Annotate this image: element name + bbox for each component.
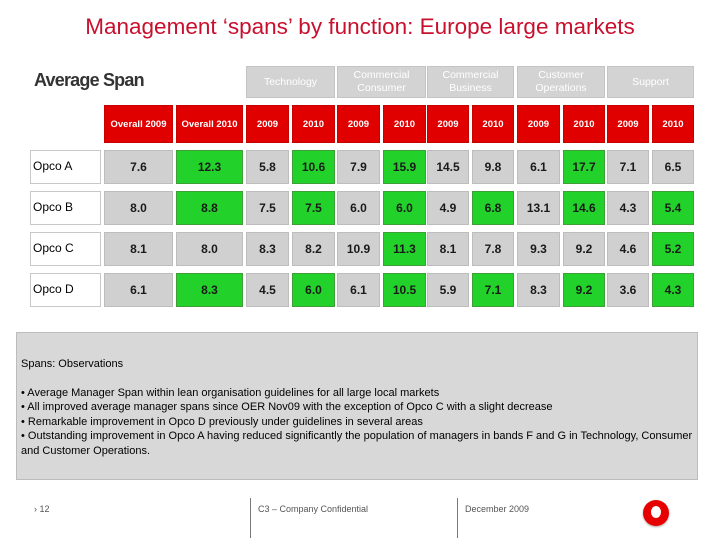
column-header: 2010	[652, 105, 694, 143]
table-cell: 6.1	[517, 150, 560, 184]
table-cell: 5.4	[652, 191, 694, 225]
table-cell: 7.5	[246, 191, 289, 225]
column-header: Overall 2010	[176, 105, 243, 143]
table-cell: 15.9	[383, 150, 426, 184]
table-cell: 7.9	[337, 150, 380, 184]
page-number: › 12	[34, 504, 50, 514]
page-title: Management ‘spans’ by function: Europe l…	[85, 14, 635, 39]
observation-bullet: • Remarkable improvement in Opco D previ…	[21, 415, 423, 428]
table-cell: 8.0	[104, 191, 173, 225]
table-cell: 8.3	[517, 273, 560, 307]
table-cell: 9.2	[563, 232, 605, 266]
table-cell: 4.6	[607, 232, 649, 266]
group-header-commercial-business: Commercial Business	[427, 66, 514, 98]
table-cell: 6.0	[337, 191, 380, 225]
column-header: Overall 2009	[104, 105, 173, 143]
table-cell: 13.1	[517, 191, 560, 225]
observation-bullet: • Average Manager Span within lean organ…	[21, 386, 440, 399]
vodafone-logo-icon	[643, 500, 669, 526]
table-cell: 8.0	[176, 232, 243, 266]
row-label-opco-d: Opco D	[30, 273, 101, 307]
table-cell: 6.0	[292, 273, 335, 307]
average-span-label: Average Span	[34, 70, 145, 90]
column-header: 2009	[517, 105, 560, 143]
column-header: 2009	[427, 105, 469, 143]
row-label-opco-b: Opco B	[30, 191, 101, 225]
table-cell: 6.8	[472, 191, 514, 225]
table-cell: 7.1	[607, 150, 649, 184]
table-cell: 8.8	[176, 191, 243, 225]
footer-date: December 2009	[465, 504, 530, 514]
table-cell: 7.8	[472, 232, 514, 266]
table-cell: 10.9	[337, 232, 380, 266]
group-header-support: Support	[607, 66, 694, 98]
observation-bullet: • All improved average manager spans sin…	[21, 401, 553, 413]
table-cell: 4.5	[246, 273, 289, 307]
table-cell: 12.3	[176, 150, 243, 184]
confidential-label: C3 – Company Confidential	[258, 504, 369, 514]
group-header-technology: Technology	[246, 66, 335, 98]
table-cell: 10.5	[383, 273, 426, 307]
table-cell: 6.5	[652, 150, 694, 184]
table-cell: 17.7	[563, 150, 605, 184]
table-cell: 4.9	[427, 191, 469, 225]
observations-box: Spans: Observations • Average Manager Sp…	[16, 332, 698, 480]
table-cell: 6.1	[337, 273, 380, 307]
row-label-opco-c: Opco C	[30, 232, 101, 266]
column-header: 2010	[383, 105, 426, 143]
footer-divider	[250, 498, 251, 538]
table-cell: 7.5	[292, 191, 335, 225]
observation-bullet: • Outstanding improvement in Opco A havi…	[21, 430, 693, 457]
table-cell: 8.1	[427, 232, 469, 266]
table-cell: 5.9	[427, 273, 469, 307]
table-cell: 7.6	[104, 150, 173, 184]
table-cell: 6.1	[104, 273, 173, 307]
table-cell: 14.5	[427, 150, 469, 184]
column-header: 2009	[246, 105, 289, 143]
column-header: 2010	[292, 105, 335, 143]
footer-divider	[457, 498, 458, 538]
table-cell: 9.2	[563, 273, 605, 307]
group-header-customer-operations: Customer Operations	[517, 66, 605, 98]
table-cell: 9.3	[517, 232, 560, 266]
column-header: 2010	[472, 105, 514, 143]
table-cell: 8.3	[246, 232, 289, 266]
table-cell: 9.8	[472, 150, 514, 184]
table-cell: 8.1	[104, 232, 173, 266]
table-cell: 14.6	[563, 191, 605, 225]
table-cell: 5.2	[652, 232, 694, 266]
column-header: 2010	[563, 105, 605, 143]
table-cell: 5.8	[246, 150, 289, 184]
table-cell: 4.3	[652, 273, 694, 307]
column-header: 2009	[607, 105, 649, 143]
table-cell: 3.6	[607, 273, 649, 307]
group-header-commercial-consumer: Commercial Consumer	[337, 66, 426, 98]
observations-title: Spans: Observations	[21, 358, 124, 370]
table-cell: 7.1	[472, 273, 514, 307]
table-cell: 4.3	[607, 191, 649, 225]
table-cell: 11.3	[383, 232, 426, 266]
table-cell: 6.0	[383, 191, 426, 225]
table-cell: 8.3	[176, 273, 243, 307]
row-label-opco-a: Opco A	[30, 150, 101, 184]
column-header: 2009	[337, 105, 380, 143]
table-cell: 10.6	[292, 150, 335, 184]
table-cell: 8.2	[292, 232, 335, 266]
